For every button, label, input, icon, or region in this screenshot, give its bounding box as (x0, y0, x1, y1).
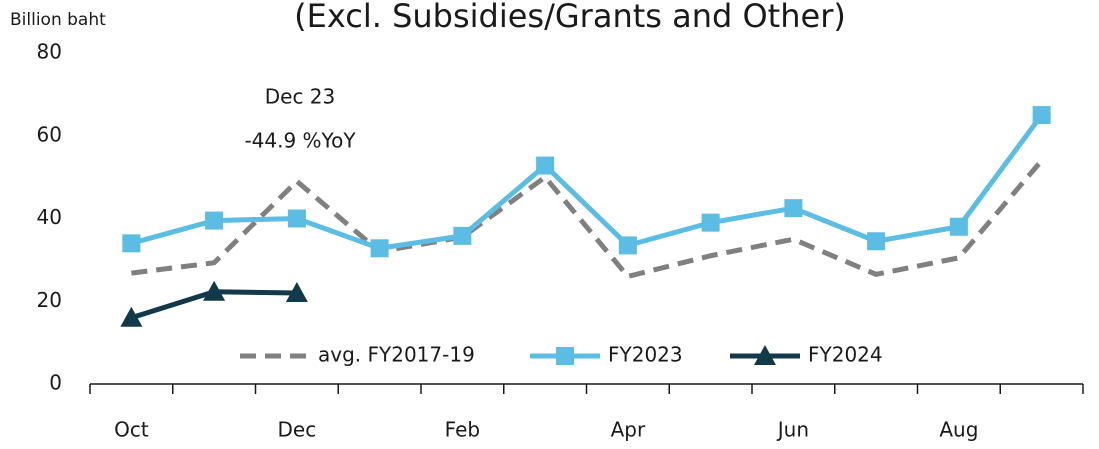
marker (120, 306, 143, 327)
y-tick-label: 60 (37, 122, 62, 146)
marker (867, 232, 886, 251)
y-axis-label: Billion baht (10, 10, 106, 30)
marker (536, 156, 555, 175)
y-tick-label: 40 (37, 205, 62, 229)
y-tick-label: 20 (37, 288, 62, 312)
annotation: Dec 23 (265, 85, 336, 109)
marker (205, 211, 224, 230)
chart-title: (Excl. Subsidies/Grants and Other) (294, 0, 846, 35)
x-tick-label: Aug (939, 418, 978, 442)
x-tick-label: Feb (445, 418, 480, 442)
marker (203, 280, 226, 301)
series-line (130, 113, 1044, 251)
legend-label: FY2023 (608, 343, 683, 367)
marker (287, 209, 306, 228)
marker (370, 239, 389, 258)
x-tick-label: Apr (611, 418, 646, 442)
marker (453, 226, 472, 245)
marker (784, 199, 803, 218)
x-tick-label: Dec (278, 418, 317, 442)
y-tick-label: 0 (49, 371, 62, 395)
marker (618, 236, 637, 255)
marker (1032, 106, 1051, 125)
legend-marker (754, 345, 776, 365)
marker (949, 217, 968, 236)
series-line (131, 158, 1044, 280)
x-tick-label: Jun (776, 418, 809, 442)
marker (701, 213, 720, 232)
marker (122, 234, 141, 253)
annotation: -44.9 %YoY (244, 129, 356, 153)
x-tick-label: Oct (114, 418, 149, 442)
legend-label: FY2024 (808, 343, 883, 367)
legend-label: avg. FY2017-19 (318, 343, 475, 367)
y-tick-label: 80 (37, 40, 62, 64)
marker (285, 281, 308, 302)
legend-marker (556, 347, 574, 365)
